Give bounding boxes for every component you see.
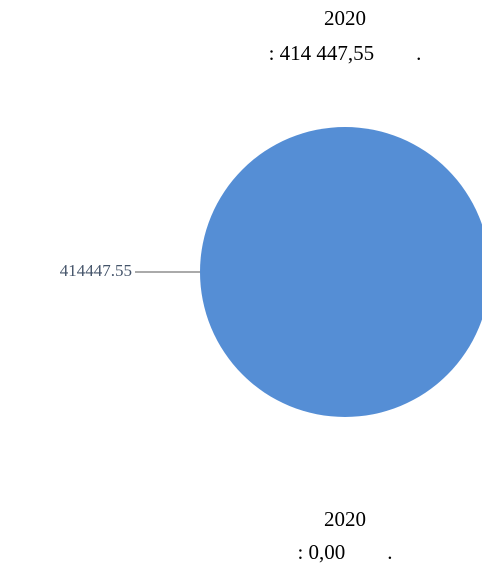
chart-title: 2020 [324, 6, 366, 30]
pie-slice [200, 127, 482, 417]
annotation: : 0,00 . [297, 540, 392, 564]
data-label: 414447.55 [60, 261, 132, 280]
chart-title: : 414 447,55 . [269, 41, 422, 65]
annotation: 2020 [324, 507, 366, 531]
